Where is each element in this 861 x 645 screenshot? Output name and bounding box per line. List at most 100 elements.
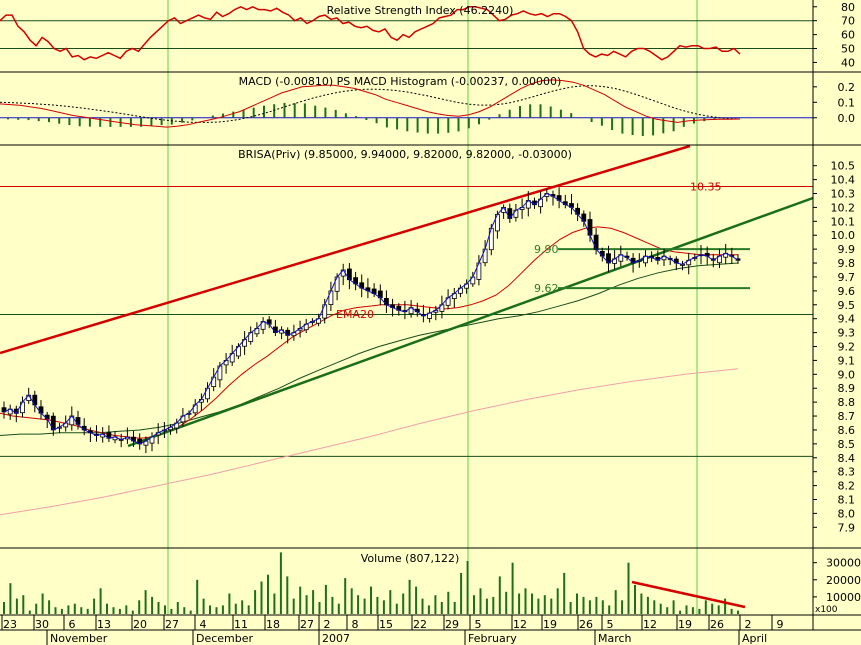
y-tick-label: 10.3 bbox=[831, 188, 856, 201]
x-day-label: 23 bbox=[3, 618, 17, 631]
y-tick-label: 10.5 bbox=[831, 160, 856, 173]
price-panel: BRISA(Priv) (9.85000, 9.94000, 9.82000, … bbox=[0, 144, 814, 516]
x-month-label: March bbox=[598, 632, 632, 645]
level-label-9-90: 9.90 bbox=[534, 243, 559, 256]
y-tick-label: 9.6 bbox=[838, 285, 856, 298]
y-tick-label: 10000 bbox=[826, 591, 861, 604]
y-tick-label: 10.0 bbox=[831, 229, 856, 242]
uptrend-support-line bbox=[127, 196, 814, 448]
y-tick-label: 7.9 bbox=[838, 521, 856, 534]
y-tick-label: 40 bbox=[841, 56, 855, 69]
y-tick-label: 8.0 bbox=[838, 507, 856, 520]
x-day-label: 6 bbox=[69, 618, 76, 631]
macd-line bbox=[0, 79, 741, 128]
x-day-label: 22 bbox=[413, 618, 427, 631]
x-month-label: February bbox=[468, 632, 517, 645]
volume-panel: Volume (807,122) x100 bbox=[3, 552, 838, 615]
macd-panel: MACD (-0.00810) PS MACD Histogram (-0.00… bbox=[0, 75, 813, 136]
x-day-label: 20 bbox=[133, 618, 147, 631]
x-day-label: 11 bbox=[234, 618, 248, 631]
macd-signal-line bbox=[0, 85, 741, 123]
x-day-label: 29 bbox=[445, 618, 459, 631]
level-label-10-35: 10.35 bbox=[690, 181, 722, 194]
y-tick-label: 9.7 bbox=[838, 271, 856, 284]
y-tick-label: 10.2 bbox=[831, 201, 856, 214]
y-tick-label: 20000 bbox=[826, 574, 861, 587]
y-tick-label: 9.9 bbox=[838, 243, 856, 256]
x-day-label: 2 bbox=[324, 618, 331, 631]
x-day-label: 12 bbox=[643, 618, 657, 631]
y-tick-label: 9.1 bbox=[838, 354, 856, 367]
y-tick-label: 8.1 bbox=[838, 494, 856, 507]
x-day-label: 27 bbox=[300, 618, 314, 631]
y-tick-label: 50 bbox=[841, 43, 855, 56]
rsi-panel: Relative Strength Index (46.2240) bbox=[0, 4, 741, 61]
candle-body bbox=[75, 417, 81, 425]
volume-bars bbox=[3, 552, 739, 614]
y-tick-label: 70 bbox=[841, 15, 855, 28]
y-tick-label: 9.0 bbox=[838, 368, 856, 381]
y-tick-label: 9.5 bbox=[838, 299, 856, 312]
x-day-label: 4 bbox=[200, 618, 207, 631]
level-label-9-62: 9.62 bbox=[534, 282, 559, 295]
y-tick-label: 8.6 bbox=[838, 424, 856, 437]
candle-body bbox=[1, 407, 7, 413]
y-tick-label: 30000 bbox=[826, 557, 861, 570]
x-month-label: April bbox=[742, 632, 767, 645]
y-tick-label: 8.8 bbox=[838, 396, 856, 409]
ema20-line bbox=[0, 226, 738, 439]
x-day-label: 15 bbox=[379, 618, 393, 631]
y-tick-label: 8.3 bbox=[838, 466, 856, 479]
x-day-label: 13 bbox=[97, 618, 111, 631]
vertical-gridlines bbox=[167, 0, 698, 615]
y-tick-label: 60 bbox=[841, 29, 855, 42]
volume-unit-label: x100 bbox=[815, 605, 838, 615]
x-day-label: 5 bbox=[607, 618, 614, 631]
ma50-line bbox=[0, 262, 739, 436]
x-day-label: 2 bbox=[745, 618, 752, 631]
volume-title: Volume (807,122) bbox=[361, 552, 459, 565]
y-tick-label: 0.1 bbox=[838, 96, 856, 109]
x-day-label: 18 bbox=[266, 618, 280, 631]
y-tick-label: 0.2 bbox=[838, 81, 856, 94]
x-month-label: December bbox=[196, 632, 254, 645]
x-day-label: 26 bbox=[710, 618, 724, 631]
y-tick-label: 9.3 bbox=[838, 327, 856, 340]
candle-body bbox=[211, 376, 217, 388]
y-tick-label: 8.7 bbox=[838, 410, 856, 423]
x-day-label: 27 bbox=[165, 618, 179, 631]
x-day-label: 12 bbox=[513, 618, 527, 631]
y-tick-label: 9.4 bbox=[838, 313, 856, 326]
x-day-label: 5 bbox=[475, 618, 482, 631]
x-day-label: 19 bbox=[678, 618, 692, 631]
x-day-label: 26 bbox=[579, 618, 593, 631]
x-day-label: 19 bbox=[543, 618, 557, 631]
y-tick-label: 0.0 bbox=[838, 112, 856, 125]
channel-upper-line bbox=[0, 144, 691, 355]
y-tick-label: 9.8 bbox=[838, 257, 856, 270]
close-price-line bbox=[3, 192, 739, 445]
macd-title: MACD (-0.00810) PS MACD Histogram (-0.00… bbox=[239, 75, 562, 88]
y-tick-label: 10.1 bbox=[831, 215, 856, 228]
x-month-label: 2007 bbox=[322, 632, 350, 645]
ma200-line bbox=[0, 368, 739, 516]
y-axis-labels: 80706050400.20.10.010.510.410.310.210.11… bbox=[813, 1, 861, 604]
rsi-title: Relative Strength Index (46.2240) bbox=[327, 4, 514, 17]
ema20-label: EMA20 bbox=[336, 308, 374, 321]
x-month-label: November bbox=[50, 632, 108, 645]
x-day-label: 30 bbox=[35, 618, 49, 631]
y-tick-label: 9.2 bbox=[838, 341, 856, 354]
y-tick-label: 8.2 bbox=[838, 480, 856, 493]
y-tick-label: 10.4 bbox=[831, 174, 856, 187]
y-tick-label: 8.4 bbox=[838, 452, 856, 465]
x-axis-labels: 23 30 6 13 20 27 4 11 18 27 2 8 15 22 29 5 12 19 26 5 12 19 26… bbox=[1, 615, 784, 645]
volume-downtrend-line bbox=[631, 580, 746, 609]
price-title: BRISA(Priv) (9.85000, 9.94000, 9.82000, … bbox=[238, 148, 572, 161]
x-day-label: 8 bbox=[352, 618, 359, 631]
x-day-label: 9 bbox=[777, 618, 784, 631]
y-tick-label: 80 bbox=[841, 1, 855, 14]
rsi-line bbox=[0, 5, 741, 61]
panel-borders bbox=[0, 0, 861, 631]
